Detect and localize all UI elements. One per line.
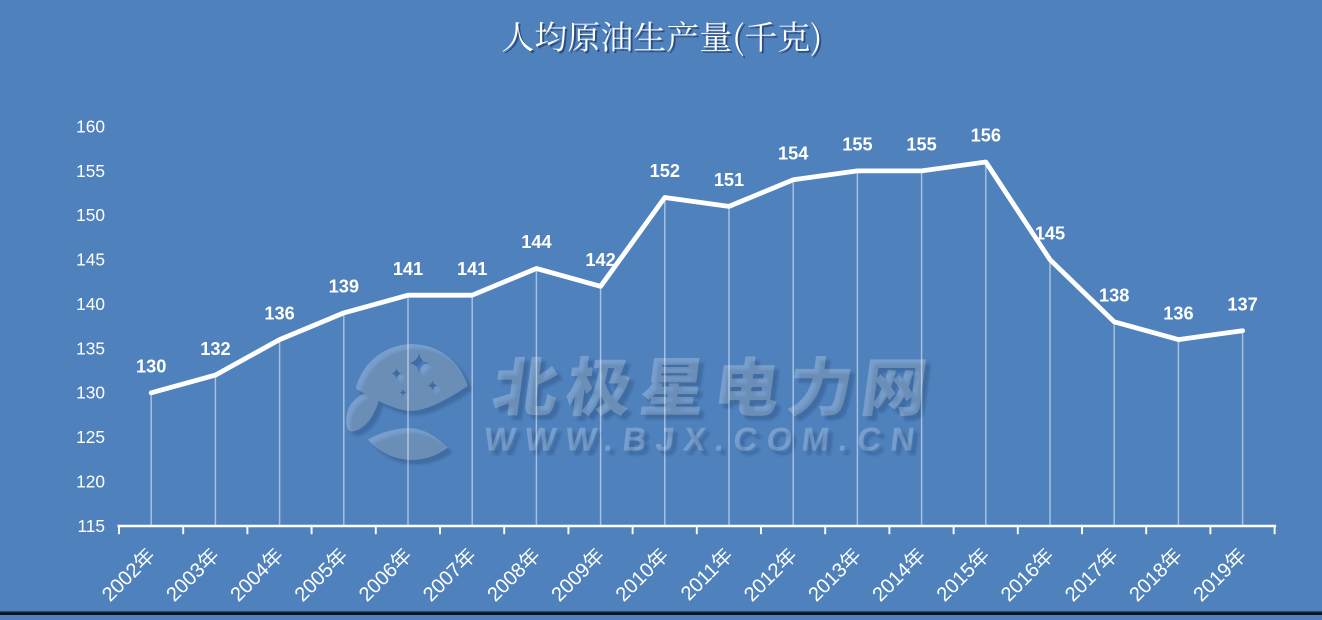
svg-text:125: 125 [76, 427, 105, 447]
svg-text:135: 135 [76, 338, 105, 358]
svg-text:145: 145 [76, 250, 105, 270]
svg-text:130: 130 [136, 357, 166, 377]
svg-text:156: 156 [971, 126, 1001, 146]
svg-text:136: 136 [1163, 303, 1193, 323]
svg-text:136: 136 [264, 303, 294, 323]
svg-text:138: 138 [1099, 286, 1129, 306]
svg-text:142: 142 [585, 250, 615, 270]
svg-text:154: 154 [778, 144, 809, 164]
svg-text:120: 120 [76, 472, 105, 492]
svg-text:141: 141 [457, 259, 487, 279]
svg-text:155: 155 [76, 161, 105, 181]
svg-text:155: 155 [842, 135, 872, 155]
svg-text:150: 150 [76, 205, 105, 225]
svg-text:155: 155 [906, 135, 936, 155]
svg-text:141: 141 [393, 259, 423, 279]
svg-text:130: 130 [76, 383, 105, 403]
svg-text:145: 145 [1035, 223, 1065, 243]
svg-text:WWW.BJX.COM.CN: WWW.BJX.COM.CN [487, 426, 931, 463]
svg-text:144: 144 [521, 232, 552, 252]
svg-text:WWW.BJX.COM.CN: WWW.BJX.COM.CN [482, 421, 926, 458]
svg-text:132: 132 [200, 339, 230, 359]
svg-text:151: 151 [714, 170, 744, 190]
svg-text:152: 152 [650, 161, 680, 181]
svg-text:137: 137 [1227, 294, 1257, 314]
svg-text:115: 115 [77, 516, 105, 536]
svg-text:139: 139 [329, 277, 359, 297]
svg-text:140: 140 [76, 294, 105, 314]
svg-text:160: 160 [76, 116, 105, 136]
